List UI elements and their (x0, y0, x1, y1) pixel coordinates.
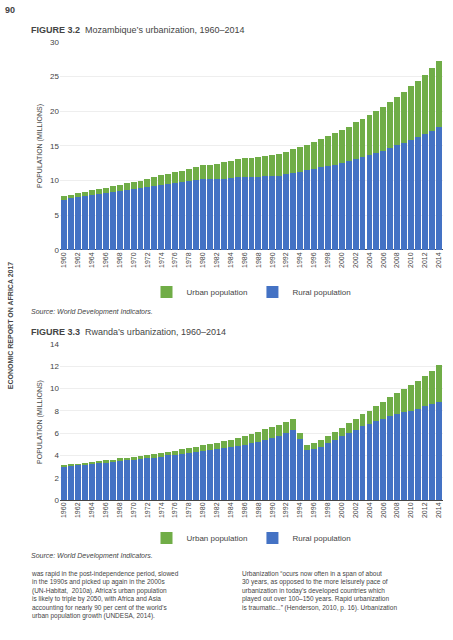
svg-text:1964: 1964 (88, 502, 95, 518)
svg-text:2012: 2012 (421, 502, 428, 518)
svg-text:1990: 1990 (269, 502, 276, 518)
svg-text:1960: 1960 (60, 252, 67, 268)
svg-text:2002: 2002 (352, 252, 359, 268)
svg-text:1980: 1980 (199, 252, 206, 268)
svg-text:Source: World Development Indi: Source: World Development Indicators. (31, 308, 153, 316)
svg-text:10: 10 (50, 384, 59, 393)
svg-text:0: 0 (55, 246, 60, 255)
svg-text:FIGURE 3.3 Rwanda’s urbanizat: FIGURE 3.3 Rwanda’s urbanization, 1960–2… (31, 327, 226, 337)
svg-text:1982: 1982 (213, 252, 220, 268)
svg-text:2000: 2000 (338, 502, 345, 518)
svg-text:30: 30 (50, 38, 59, 47)
svg-text:2004: 2004 (366, 502, 373, 518)
svg-text:1996: 1996 (310, 252, 317, 268)
svg-text:2006: 2006 (380, 252, 387, 268)
svg-text:Source: World Development Indi: Source: World Development Indicators. (31, 552, 153, 560)
svg-text:0: 0 (55, 496, 60, 505)
svg-text:Urban population: Urban population (187, 534, 248, 543)
svg-text:2014: 2014 (435, 502, 442, 518)
svg-text:1976: 1976 (171, 502, 178, 518)
svg-text:was rapid in the post-independ: was rapid in the post-independence perio… (31, 570, 179, 620)
svg-text:1992: 1992 (282, 502, 289, 518)
svg-text:1996: 1996 (310, 502, 317, 518)
svg-text:1976: 1976 (171, 252, 178, 268)
svg-text:Rural population: Rural population (292, 534, 350, 543)
svg-text:1992: 1992 (282, 252, 289, 268)
svg-text:1988: 1988 (255, 252, 262, 268)
svg-text:2010: 2010 (407, 502, 414, 518)
svg-text:1984: 1984 (227, 502, 234, 518)
svg-text:4: 4 (55, 451, 60, 460)
svg-text:Rural population: Rural population (292, 288, 350, 297)
svg-text:25: 25 (50, 72, 59, 81)
svg-text:90: 90 (5, 5, 15, 15)
svg-text:2014: 2014 (435, 252, 442, 268)
svg-text:2004: 2004 (366, 252, 373, 268)
svg-text:12: 12 (50, 362, 59, 371)
svg-text:2008: 2008 (393, 502, 400, 518)
svg-text:Urbanization “ocurs now often: Urbanization “ocurs now often in a span … (242, 570, 397, 612)
svg-text:1964: 1964 (88, 252, 95, 268)
svg-text:14: 14 (50, 340, 59, 349)
svg-text:1984: 1984 (227, 252, 234, 268)
svg-text:1968: 1968 (116, 502, 123, 518)
svg-text:1982: 1982 (213, 502, 220, 518)
svg-text:5: 5 (55, 211, 60, 220)
svg-text:15: 15 (50, 142, 59, 151)
svg-text:1994: 1994 (296, 502, 303, 518)
svg-text:2: 2 (55, 474, 60, 483)
svg-text:1970: 1970 (130, 252, 137, 268)
svg-text:1986: 1986 (241, 252, 248, 268)
svg-text:10: 10 (50, 176, 59, 185)
svg-text:1978: 1978 (185, 502, 192, 518)
svg-text:1960: 1960 (60, 502, 67, 518)
svg-text:2000: 2000 (338, 252, 345, 268)
svg-text:POPULATION (MILLIONS): POPULATION (MILLIONS) (36, 104, 44, 188)
svg-text:Urban population: Urban population (187, 288, 248, 297)
svg-text:1968: 1968 (116, 252, 123, 268)
svg-text:2006: 2006 (380, 502, 387, 518)
svg-text:ECONOMIC REPORT ON AFRICA 2017: ECONOMIC REPORT ON AFRICA 2017 (7, 262, 14, 390)
svg-text:1962: 1962 (74, 252, 81, 268)
svg-text:1988: 1988 (255, 502, 262, 518)
svg-text:1972: 1972 (144, 252, 151, 268)
svg-text:1962: 1962 (74, 502, 81, 518)
svg-text:1970: 1970 (130, 502, 137, 518)
svg-text:6: 6 (55, 429, 60, 438)
svg-text:2012: 2012 (421, 252, 428, 268)
svg-text:1998: 1998 (324, 502, 331, 518)
svg-text:1966: 1966 (102, 502, 109, 518)
svg-text:2008: 2008 (393, 252, 400, 268)
svg-text:POPULATION (MILLIONS): POPULATION (MILLIONS) (36, 380, 44, 464)
svg-text:1998: 1998 (324, 252, 331, 268)
svg-text:1974: 1974 (158, 252, 165, 268)
svg-text:1986: 1986 (241, 502, 248, 518)
svg-text:2010: 2010 (407, 252, 414, 268)
svg-text:1994: 1994 (296, 252, 303, 268)
svg-text:1974: 1974 (158, 502, 165, 518)
svg-text:20: 20 (50, 107, 59, 116)
svg-text:8: 8 (55, 407, 60, 416)
svg-text:1966: 1966 (102, 252, 109, 268)
svg-text:1990: 1990 (269, 252, 276, 268)
svg-text:1978: 1978 (185, 252, 192, 268)
svg-text:1972: 1972 (144, 502, 151, 518)
svg-text:FIGURE 3.2 Mozambique’s urban: FIGURE 3.2 Mozambique’s urbanization, 19… (31, 25, 244, 35)
svg-text:1980: 1980 (199, 502, 206, 518)
svg-text:2002: 2002 (352, 502, 359, 518)
